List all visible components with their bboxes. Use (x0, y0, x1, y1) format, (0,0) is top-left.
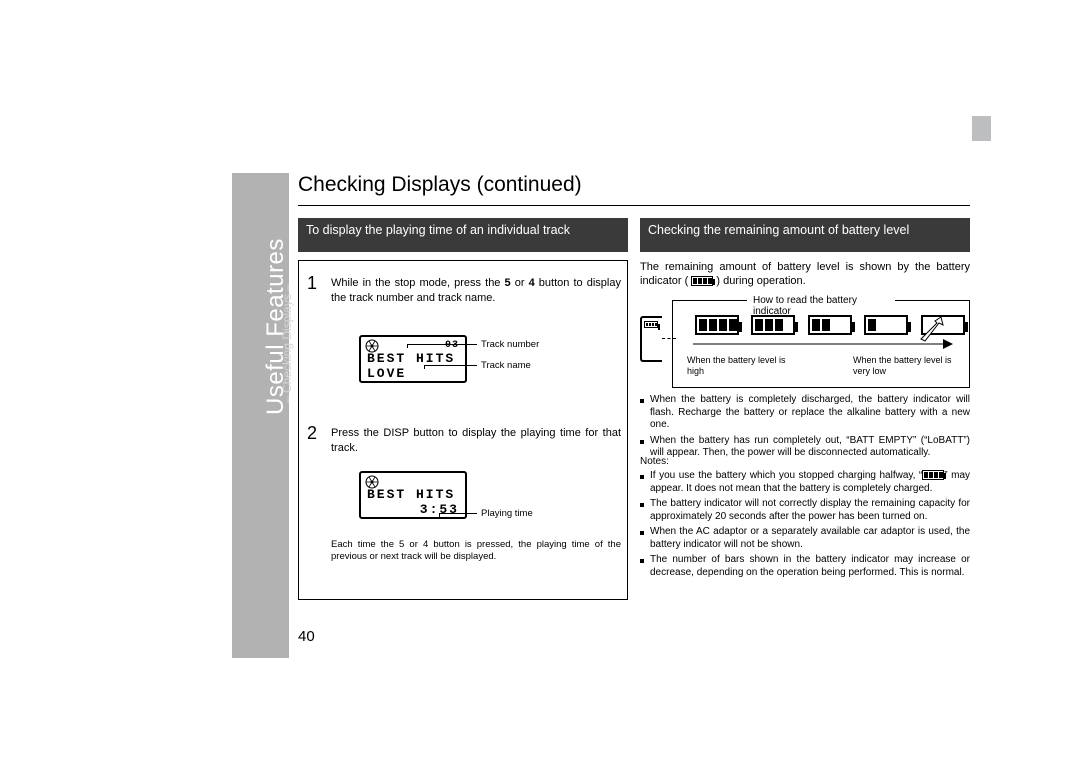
title-rule (298, 205, 970, 206)
lcd-display-2: BEST HITS 3:53 (359, 471, 467, 519)
step-2-number: 2 (307, 421, 317, 445)
note-item: The number of bars shown in the battery … (640, 554, 970, 579)
page-number: 40 (298, 628, 315, 645)
battery-icon (644, 321, 658, 328)
step-1-number: 1 (307, 271, 317, 295)
battery-4-bars (695, 315, 739, 335)
manual-page: Useful Features – Checking Displays – 40… (232, 38, 972, 658)
tab-subtitle: – Checking Displays – (280, 284, 294, 403)
battery-indicator-box: How to read the battery indicator (672, 300, 970, 388)
page-title: Checking Displays (continued) (298, 173, 582, 197)
battery-label-high: When the battery level is high (687, 355, 797, 377)
anno-playing-time: Playing time (481, 508, 533, 519)
step-1-text: While in the stop mode, press the 5 or 4… (331, 276, 621, 306)
battery-2-bars (808, 315, 852, 335)
lcd-display-1: 03 BEST HITS LOVE (359, 335, 467, 383)
battery-1-bar (864, 315, 908, 335)
battery-row (691, 315, 969, 335)
lcd-outline-icon (640, 316, 662, 362)
battery-box-header: How to read the battery indicator (747, 295, 895, 317)
lcd2-line1: BEST HITS (361, 487, 465, 502)
steps-box: 1 While in the stop mode, press the 5 or… (298, 260, 628, 600)
right-intro: The remaining amount of battery level is… (640, 260, 970, 289)
subheader-right: Checking the remaining amount of battery… (640, 218, 970, 252)
note-item: If you use the battery which you stopped… (640, 470, 970, 495)
side-tab: Useful Features – Checking Displays – (232, 173, 289, 658)
battery-3-bars (751, 315, 795, 335)
battery-icon (691, 276, 713, 286)
right-bullets-b: If you use the battery which you stopped… (640, 470, 970, 582)
note-item: When the battery is completely discharge… (640, 394, 970, 432)
step-2-text: Press the DISP button to display the pla… (331, 426, 621, 456)
battery-label-low: When the battery level is very low (853, 355, 963, 377)
note-item: The battery indicator will not correctly… (640, 498, 970, 523)
lcd1-line2: LOVE (361, 366, 465, 381)
disc-icon (365, 475, 379, 489)
battery-icon (922, 470, 944, 480)
disc-icon (365, 339, 379, 353)
subheader-left: To display the playing time of an indivi… (298, 218, 628, 252)
anno-track-number: Track number (481, 339, 539, 350)
arrow-icon (693, 337, 953, 351)
right-bullets-a: When the battery is completely discharge… (640, 394, 970, 463)
left-footnote: Each time the 5 or 4 button is pressed, … (331, 539, 621, 564)
lcd2-time: 3:53 (361, 502, 465, 517)
note-item: When the AC adaptor or a separately avai… (640, 526, 970, 551)
battery-empty (921, 315, 965, 335)
lcd1-line1: BEST HITS (361, 351, 465, 366)
notes-label: Notes: (640, 456, 970, 469)
anno-track-name: Track name (481, 360, 531, 371)
